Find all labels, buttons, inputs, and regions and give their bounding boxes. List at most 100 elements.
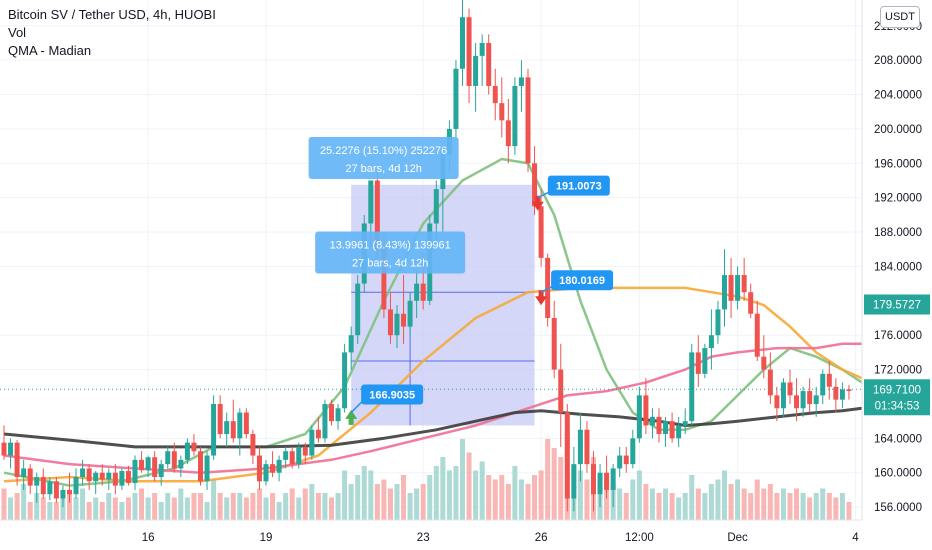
- price-tick-label: 200.0000: [874, 124, 922, 136]
- candle-body: [722, 275, 727, 310]
- volume-bar: [204, 502, 210, 520]
- volume-bar: [636, 470, 642, 520]
- candle-body: [689, 352, 695, 422]
- volume-bar: [329, 497, 334, 520]
- currency-unit-button[interactable]: USDT: [880, 6, 920, 28]
- price-axis[interactable]: 212.0000208.0000204.0000200.0000196.0000…: [861, 0, 932, 550]
- time-axis[interactable]: 16 19 23 26 12:00 Dec 4: [0, 519, 862, 544]
- candle-body: [473, 55, 479, 86]
- candle-body: [289, 451, 295, 465]
- volume-bar: [532, 475, 538, 520]
- volume-bar: [682, 493, 688, 520]
- time-tick-label: 19: [260, 532, 273, 544]
- price-tick-label: 204.0000: [874, 90, 922, 102]
- candle-body: [479, 42, 485, 56]
- candle-body: [820, 373, 826, 396]
- volume-bar: [722, 470, 727, 520]
- candle-body: [132, 459, 138, 484]
- volume-bar: [754, 479, 760, 520]
- candle-body: [414, 283, 420, 301]
- chart-legend: Bitcoin SV / Tether USD, 4h, HUOBI Vol Q…: [8, 6, 216, 60]
- volume-bar: [198, 493, 203, 520]
- candle-body: [243, 412, 249, 435]
- volume-bar: [820, 488, 826, 520]
- candle-body: [368, 180, 374, 224]
- candle-body: [152, 457, 158, 478]
- volume-bar: [309, 484, 315, 520]
- volume-bar: [276, 502, 282, 520]
- volume-bar: [420, 484, 426, 520]
- time-tick-label: 16: [142, 532, 155, 544]
- candle-body: [47, 481, 53, 495]
- candle-body: [112, 472, 118, 486]
- volume-bar: [145, 497, 151, 520]
- candle-body: [532, 163, 538, 207]
- volume-bar: [315, 493, 321, 520]
- volume-bar: [794, 488, 800, 520]
- volume-bar: [656, 493, 662, 520]
- price-tick-label: 172.0000: [874, 365, 922, 377]
- volume-bar: [191, 493, 197, 520]
- candle-body: [518, 77, 524, 86]
- candle-body: [283, 451, 289, 460]
- volume-bar: [230, 493, 236, 520]
- candle-body: [355, 283, 361, 336]
- candle-body: [813, 395, 819, 404]
- candle-body: [171, 451, 177, 469]
- candle-body: [34, 477, 40, 486]
- volume-bar: [401, 475, 407, 520]
- candle-body: [263, 464, 269, 482]
- candle-body: [335, 408, 341, 422]
- candle-body: [420, 283, 426, 301]
- volume-bar: [158, 502, 164, 520]
- volume-bar: [440, 457, 446, 520]
- price-tick-label: 156.0000: [874, 502, 922, 514]
- candle-body: [663, 421, 669, 435]
- candle-body: [145, 457, 151, 471]
- volume-bar: [139, 488, 145, 520]
- symbol-title: Bitcoin SV / Tether USD, 4h, HUOBI: [8, 7, 216, 22]
- volume-bar: [453, 466, 459, 520]
- time-tick-label: 23: [417, 532, 430, 544]
- volume-bar: [800, 493, 806, 520]
- volume-bar: [53, 502, 59, 520]
- volume-bar: [381, 479, 387, 520]
- volume-bar: [774, 493, 780, 520]
- candle-body: [551, 318, 557, 370]
- volume-bar: [748, 493, 754, 520]
- measure-label-line2: 27 bars, 4d 12h: [352, 258, 428, 270]
- volume-bar: [165, 493, 171, 520]
- price-tick-label: 160.0000: [874, 468, 922, 480]
- volume-bar: [741, 488, 747, 520]
- candle-body: [826, 373, 832, 387]
- volume-bar: [302, 488, 308, 520]
- candle-body: [545, 257, 551, 319]
- price-tick-label: 176.0000: [874, 330, 922, 342]
- candle-body: [538, 206, 544, 258]
- candle-body: [86, 468, 92, 482]
- volume-bar: [460, 439, 465, 520]
- volume-bar: [132, 493, 138, 520]
- price-tick-label: 164.0000: [874, 433, 922, 445]
- time-tick-label: 26: [535, 532, 548, 544]
- volume-bar: [211, 479, 217, 520]
- volume-bar: [263, 497, 269, 520]
- candle-body: [617, 455, 623, 469]
- volume-bar: [826, 493, 832, 520]
- volume-bar: [486, 475, 492, 520]
- volume-bar: [669, 493, 675, 520]
- volume-bar: [224, 497, 230, 520]
- candle-body: [735, 275, 741, 301]
- sell-signal-arrow: [531, 195, 544, 211]
- candle-body: [1, 442, 7, 456]
- candle-body: [99, 472, 105, 480]
- volume-bar: [296, 497, 302, 520]
- bar-countdown-label: 01:34:53: [875, 400, 920, 412]
- buy-signal-arrow: [345, 409, 358, 425]
- volume-bar: [361, 466, 367, 520]
- callout-box: [361, 384, 424, 405]
- candle-body: [302, 446, 308, 456]
- candle-body: [315, 429, 321, 439]
- time-tick-label: 4: [852, 532, 859, 544]
